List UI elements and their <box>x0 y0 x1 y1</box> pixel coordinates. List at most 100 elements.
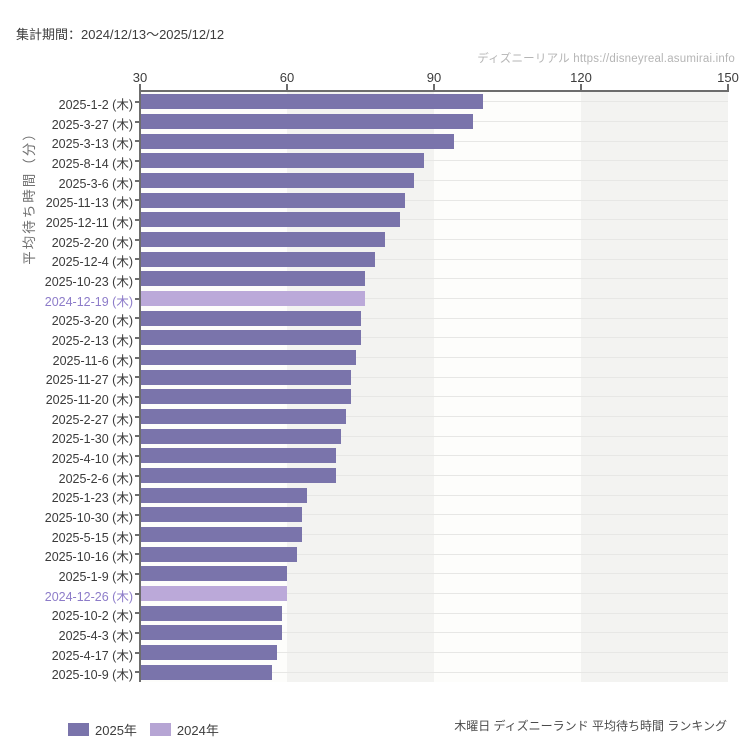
wait-time-bar[interactable] <box>140 546 297 562</box>
category-tick-mark <box>135 435 140 438</box>
category-label: 2025-3-20 (木) <box>51 314 133 329</box>
wait-time-bar[interactable] <box>140 350 356 365</box>
x-tick-label: 60 <box>279 70 295 85</box>
wait-time-bar[interactable] <box>140 330 361 346</box>
category-label: 2025-10-30 (木) <box>44 510 133 525</box>
category-tick-mark <box>135 238 140 241</box>
row-gridline <box>140 475 728 476</box>
category-label: 2024-12-19 (木) <box>44 294 133 309</box>
wait-time-bar[interactable] <box>140 173 415 188</box>
footer-caption: 木曜日 ディズニーランド 平均待ち時間 ランキング <box>454 719 727 733</box>
grid-band <box>140 92 287 682</box>
category-tick-mark <box>135 297 140 300</box>
row-gridline <box>140 435 728 437</box>
wait-time-bar[interactable] <box>140 527 302 542</box>
category-label: 2025-11-13 (木) <box>45 196 133 211</box>
wait-time-bar[interactable] <box>140 468 336 483</box>
category-tick-mark <box>135 395 140 398</box>
row-gridline <box>140 573 728 575</box>
x-tick-mark <box>580 84 582 92</box>
category-label: 2025-1-23 (木) <box>51 491 133 506</box>
wait-time-bar[interactable] <box>140 428 341 444</box>
wait-time-bar[interactable] <box>140 251 376 267</box>
x-tick-mark <box>139 84 141 92</box>
row-gridline <box>140 652 728 653</box>
row-gridline <box>140 298 728 299</box>
wait-time-bar[interactable] <box>140 310 361 326</box>
legend-item-2024: 2024年 <box>149 720 219 739</box>
category-label: 2025-11-20 (木) <box>45 392 133 407</box>
wait-time-bar[interactable] <box>140 625 283 641</box>
row-gridline <box>140 553 728 555</box>
category-tick-mark <box>135 631 140 634</box>
category-label: 2025-12-11 (木) <box>45 215 133 230</box>
wait-time-bar[interactable] <box>140 114 474 129</box>
row-gridline <box>140 337 728 339</box>
row-gridline <box>140 160 728 162</box>
category-label: 2025-2-6 (木) <box>58 471 133 486</box>
category-tick-mark <box>135 159 140 162</box>
watermark-text: ディズニーリアル https://disneyreal.asumirai.inf… <box>477 53 735 65</box>
wait-time-bar[interactable] <box>140 389 351 405</box>
legend-swatch-2024 <box>149 723 171 736</box>
grid-band <box>581 92 728 682</box>
row-gridline <box>140 199 728 201</box>
category-tick-mark <box>135 258 140 261</box>
category-label: 2025-4-3 (木) <box>58 628 133 643</box>
row-gridline <box>140 219 728 221</box>
category-tick-mark <box>135 179 140 182</box>
category-tick-mark <box>135 533 140 536</box>
category-label: 2025-11-6 (木) <box>52 353 133 368</box>
row-gridline <box>140 376 728 378</box>
report-period-title: 集計期間：2024/12/13～2025/12/12 <box>16 27 225 42</box>
wait-time-bar[interactable] <box>140 133 454 149</box>
wait-time-bar[interactable] <box>140 664 273 680</box>
legend-item-2025: 2025年 <box>68 720 137 739</box>
row-gridline <box>140 494 728 496</box>
wait-time-bar[interactable] <box>140 291 366 306</box>
category-tick-mark <box>135 277 140 280</box>
x-tick-label: 120 <box>570 70 592 85</box>
wait-time-bar[interactable] <box>140 153 425 169</box>
wait-time-bar[interactable] <box>140 448 336 464</box>
chart-legend: 2025年 2024年 <box>68 720 219 739</box>
wait-time-bar[interactable] <box>140 232 385 247</box>
category-label: 2025-12-4 (木) <box>51 255 133 270</box>
category-label: 2025-2-20 (木) <box>51 235 133 250</box>
category-label: 2025-1-30 (木) <box>51 432 133 447</box>
plot-area <box>140 92 728 682</box>
category-label: 2025-11-27 (木) <box>45 373 133 388</box>
wait-time-bar[interactable] <box>140 192 405 208</box>
wait-time-bar[interactable] <box>140 271 366 287</box>
legend-label-2024: 2024年 <box>176 723 219 738</box>
category-tick-mark <box>135 572 140 575</box>
wait-time-bar[interactable] <box>140 94 483 110</box>
wait-time-bar[interactable] <box>140 507 302 523</box>
category-label: 2025-10-9 (木) <box>51 668 133 683</box>
x-tick-mark <box>727 84 729 92</box>
category-label: 2025-4-17 (木) <box>51 648 133 663</box>
wait-time-bar[interactable] <box>140 369 351 385</box>
category-tick-mark <box>135 671 140 674</box>
category-label: 2025-4-10 (木) <box>51 451 133 466</box>
category-tick-mark <box>135 140 140 143</box>
wait-time-bar[interactable] <box>140 409 346 424</box>
wait-time-bar[interactable] <box>140 212 400 228</box>
row-gridline <box>140 416 728 417</box>
wait-time-bar[interactable] <box>140 645 278 660</box>
row-gridline <box>140 593 728 594</box>
category-tick-mark <box>135 454 140 457</box>
wait-time-bar[interactable] <box>140 487 307 503</box>
wait-time-bar[interactable] <box>140 586 287 601</box>
row-gridline <box>140 258 728 260</box>
category-label: 2025-3-6 (木) <box>58 176 133 191</box>
category-tick-mark <box>135 474 140 477</box>
row-gridline <box>140 180 728 181</box>
wait-time-bar[interactable] <box>140 605 283 621</box>
category-tick-mark <box>135 612 140 615</box>
row-gridline <box>140 455 728 457</box>
wait-time-bar[interactable] <box>140 566 287 582</box>
row-gridline <box>140 239 728 240</box>
category-tick-mark <box>135 553 140 556</box>
